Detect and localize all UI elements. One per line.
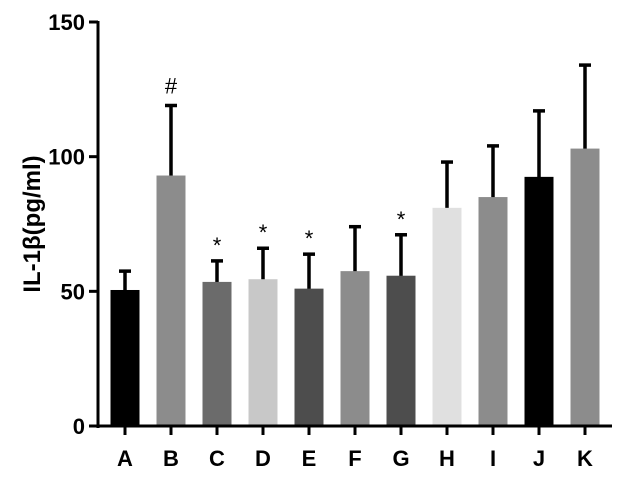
bar-group-E: * — [294, 226, 324, 425]
y-tick-label: 0 — [73, 414, 85, 439]
bar-group-C: * — [202, 233, 232, 425]
y-tick-label: 50 — [61, 279, 85, 304]
bar-group-A — [110, 269, 140, 425]
x-tick-label: B — [163, 446, 179, 471]
bar-group-K — [570, 63, 600, 425]
x-tick-label: A — [117, 446, 133, 471]
bar-group-F — [340, 224, 370, 425]
significance-marker: * — [397, 207, 406, 232]
significance-marker: * — [213, 233, 222, 258]
bar-group-D: * — [248, 220, 278, 425]
y-axis-title: IL-1β(pg/ml) — [19, 155, 46, 292]
bar-group-G: * — [386, 207, 416, 425]
x-tick-label: G — [392, 446, 409, 471]
bar-group-B: # — [156, 73, 186, 425]
bar — [386, 275, 416, 425]
bar — [156, 175, 186, 425]
bar-group-I — [478, 144, 508, 425]
bar — [570, 148, 600, 425]
x-tick-label: D — [255, 446, 271, 471]
bar-group-H — [432, 160, 462, 425]
bar — [432, 207, 462, 425]
x-axis: A B C D E F G H I J K — [96, 424, 612, 471]
x-tick-label: E — [302, 446, 317, 471]
significance-marker: # — [165, 73, 178, 98]
bar — [478, 197, 508, 425]
bar — [110, 289, 140, 425]
bar — [524, 176, 554, 425]
x-tick-label: K — [577, 446, 593, 471]
x-tick-label: J — [533, 446, 545, 471]
bar — [202, 281, 232, 425]
x-tick-label: H — [439, 446, 455, 471]
bar-group-J — [524, 109, 554, 425]
bar — [248, 279, 278, 425]
x-tick-label: I — [490, 446, 496, 471]
y-tick-label: 100 — [48, 145, 85, 170]
y-tick-label: 150 — [48, 10, 85, 35]
bars: # * * * * — [110, 63, 600, 425]
x-tick-label: C — [209, 446, 225, 471]
bar — [294, 288, 324, 425]
bar — [340, 271, 370, 425]
x-tick-label: F — [348, 446, 361, 471]
significance-marker: * — [305, 226, 314, 251]
y-axis: 0 50 100 150 — [48, 10, 100, 439]
significance-marker: * — [259, 220, 268, 245]
